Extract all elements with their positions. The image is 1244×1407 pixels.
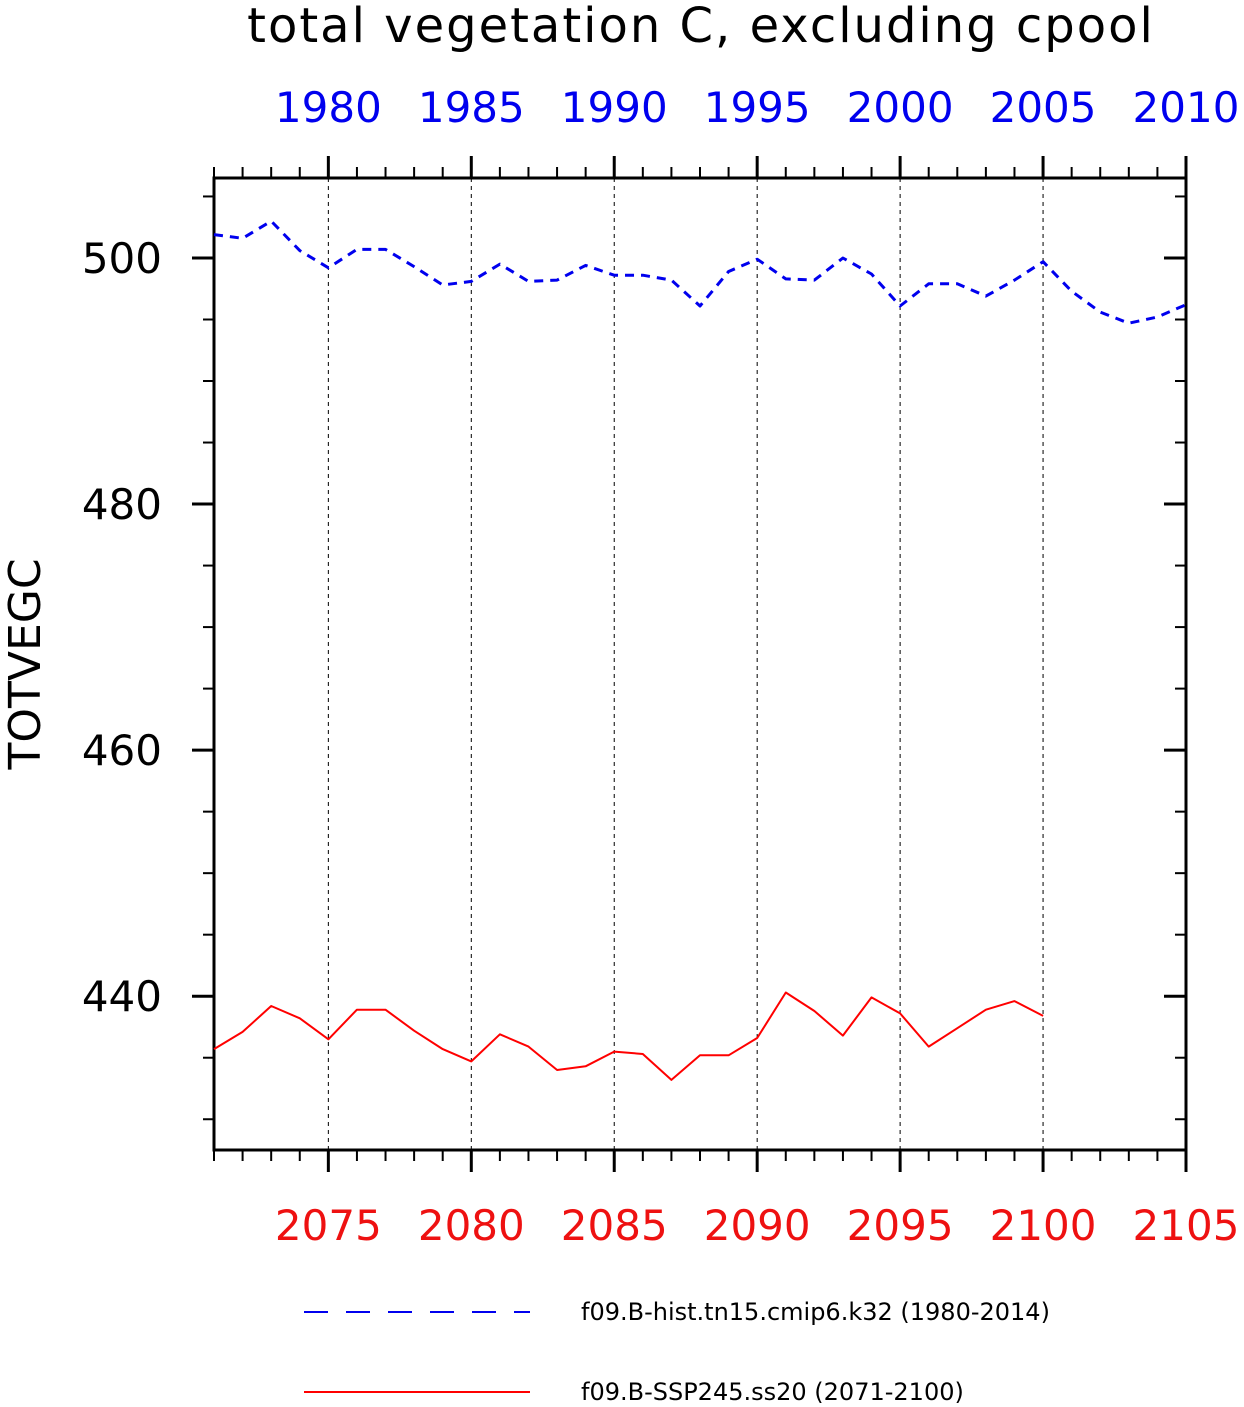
y-tick-label: 460 bbox=[82, 726, 162, 775]
series-lines bbox=[213, 219, 1187, 1081]
bottom-x-tick-label: 2100 bbox=[990, 1201, 1097, 1250]
bottom-x-tick-label: 2075 bbox=[275, 1201, 382, 1250]
legend-label-1: f09.B-hist.tn15.cmip6.k32 (1980-2014) bbox=[581, 1298, 1050, 1326]
top-x-tick-label: 1990 bbox=[561, 83, 668, 132]
plot-frame bbox=[212, 176, 1188, 1152]
bottom-x-tick-label: 2095 bbox=[847, 1201, 954, 1250]
series-line-2 bbox=[213, 991, 1044, 1081]
top-x-tick-label: 1980 bbox=[275, 83, 382, 132]
y-axis: 440 460 480 500 bbox=[82, 234, 162, 1021]
y-axis-label: TOTVEGC bbox=[0, 558, 51, 770]
bottom-x-tick-label: 2090 bbox=[704, 1201, 811, 1250]
axis-ticks bbox=[192, 156, 1188, 1172]
grid-lines bbox=[327, 178, 1044, 1150]
y-tick-label: 440 bbox=[82, 972, 162, 1021]
bottom-x-tick-label: 2080 bbox=[418, 1201, 525, 1250]
legend: f09.B-hist.tn15.cmip6.k32 (1980-2014) f09… bbox=[304, 1298, 1050, 1406]
y-tick-label: 480 bbox=[82, 480, 162, 529]
y-tick-label: 500 bbox=[82, 234, 162, 283]
top-x-tick-label: 2000 bbox=[847, 83, 954, 132]
bottom-x-tick-label: 2085 bbox=[561, 1201, 668, 1250]
bottom-x-axis: 2075 2080 2085 2090 2095 2100 2105 bbox=[275, 1201, 1240, 1250]
legend-label-2: f09.B-SSP245.ss20 (2071-2100) bbox=[581, 1378, 964, 1406]
top-x-tick-label: 1985 bbox=[418, 83, 525, 132]
chart-title: total vegetation C, excluding cpool bbox=[247, 0, 1155, 54]
top-x-tick-label: 1995 bbox=[704, 83, 811, 132]
top-x-tick-label: 2010 bbox=[1133, 83, 1240, 132]
plot-area bbox=[192, 156, 1188, 1172]
top-x-axis: 1980 1985 1990 1995 2000 2005 2010 bbox=[275, 83, 1240, 132]
series-line-1 bbox=[213, 219, 1187, 325]
top-x-tick-label: 2005 bbox=[990, 83, 1097, 132]
bottom-x-tick-label: 2105 bbox=[1133, 1201, 1240, 1250]
